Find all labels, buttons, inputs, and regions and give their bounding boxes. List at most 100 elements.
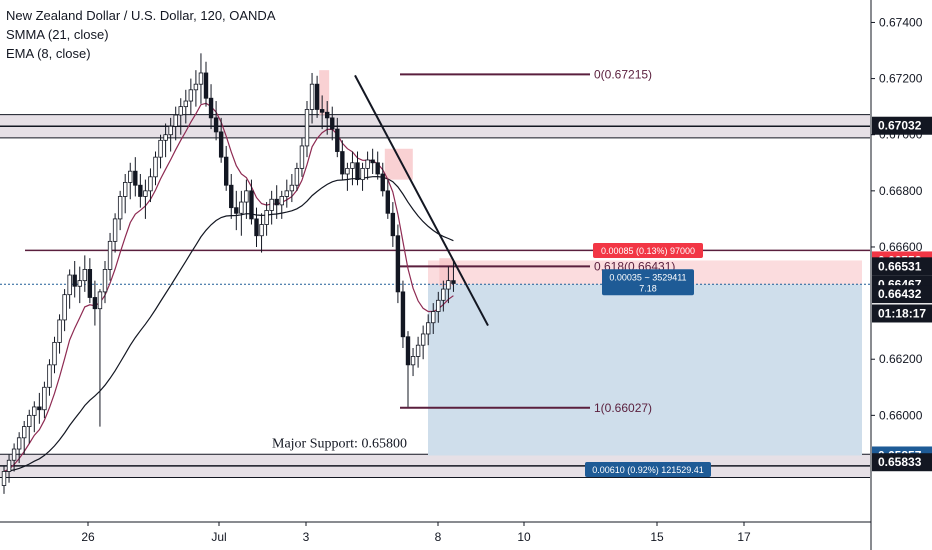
candle-body: [304, 109, 310, 147]
smma-legend: SMMA (21, close): [6, 27, 109, 42]
candle-body: [193, 83, 199, 91]
candle-body: [436, 299, 441, 312]
candle-body: [370, 159, 375, 164]
candle-body: [264, 210, 269, 225]
candle-body: [314, 83, 320, 110]
candle-body: [425, 322, 431, 335]
candle-body: [173, 114, 178, 127]
candles-group: [1, 53, 456, 494]
price-label-7: 0.65833: [878, 455, 922, 469]
candle-body: [32, 406, 37, 416]
candle-body: [153, 156, 158, 178]
take-profit-zone: [428, 284, 862, 456]
candle-body: [148, 176, 153, 192]
candle-body: [133, 170, 138, 186]
candle-body: [431, 311, 436, 324]
y-tick-label-1: 0.67200: [879, 72, 923, 86]
candle-body: [213, 117, 219, 133]
candle-body: [234, 207, 239, 214]
candle-body: [208, 97, 214, 119]
candle-body: [441, 288, 446, 301]
candle-body: [420, 333, 426, 346]
candle-body: [163, 134, 168, 141]
candle-body: [11, 448, 17, 461]
candle-body: [107, 240, 113, 270]
candle-body: [37, 406, 42, 411]
candle-body: [21, 426, 27, 439]
candle-body: [47, 364, 52, 388]
price-label-box-7: [872, 453, 932, 472]
candle-body: [72, 274, 77, 287]
down-trendline: [354, 74, 489, 327]
stop-label-box: [593, 242, 703, 258]
candle-body: [62, 294, 67, 321]
candle-body: [395, 235, 401, 293]
candle-body: [446, 280, 451, 290]
candle-body: [218, 131, 224, 158]
candle-body: [284, 190, 289, 197]
price-label-box-5: [872, 304, 932, 323]
x-tick-label-4: 10: [517, 530, 531, 544]
fib-label-2: 1(0.66027): [594, 401, 652, 415]
candle-body: [102, 269, 108, 293]
x-tick-label-1: Jul: [211, 530, 226, 544]
candle-body: [239, 201, 244, 214]
candle-body: [294, 167, 300, 186]
y-tick-label-4: 0.66600: [879, 240, 923, 254]
candle-body: [269, 198, 274, 211]
candle-body: [183, 100, 188, 108]
candle-body: [1, 471, 7, 486]
candle-body: [385, 190, 390, 214]
candle-body: [112, 218, 118, 242]
candle-body: [324, 111, 330, 119]
candle-body: [42, 386, 47, 411]
candle-body: [380, 173, 385, 192]
supply-box-1: [319, 70, 330, 116]
candle-body: [259, 224, 264, 237]
candle-body: [27, 414, 32, 427]
candle-body: [330, 117, 335, 130]
candle-body: [405, 336, 411, 366]
price-label-4: 0.66432: [878, 287, 922, 301]
price-label-box-2: [872, 257, 932, 276]
candle-body: [279, 196, 284, 206]
price-label-5: 01:18:17: [878, 306, 926, 320]
candle-body: [77, 280, 82, 287]
candle-body: [375, 162, 380, 175]
price-label-box-4: [872, 285, 932, 304]
y-tick-label-5: 0.66200: [879, 352, 923, 366]
candle-body: [6, 459, 12, 472]
x-tick-label-6: 17: [737, 530, 751, 544]
candle-body: [289, 184, 295, 192]
candle-body: [223, 156, 229, 186]
x-tick-label-2: 3: [303, 530, 310, 544]
candle-body: [400, 291, 406, 338]
current-label-box: [602, 269, 694, 296]
x-tick-label-0: 26: [81, 530, 95, 544]
candle-body: [198, 72, 204, 85]
candle-body: [143, 190, 148, 197]
y-tick-label-6: 0.66000: [879, 408, 923, 422]
candle-body: [178, 106, 183, 116]
y-tick-label-0: 0.67400: [879, 15, 923, 29]
symbol-title: New Zealand Dollar / U.S. Dollar, 120, O…: [6, 8, 276, 23]
candle-body: [249, 190, 254, 220]
candle-body: [299, 145, 305, 169]
candle-body: [57, 319, 62, 343]
candle-body: [128, 170, 133, 183]
price-label-box-0: [872, 116, 932, 135]
candle-body: [355, 162, 360, 181]
candle-body: [16, 437, 22, 450]
price-label-2: 0.66531: [878, 259, 922, 273]
candle-body: [97, 291, 103, 310]
candle-body: [274, 198, 279, 206]
major-support-annotation: Major Support: 0.65800: [272, 436, 407, 451]
chart-legend: New Zealand Dollar / U.S. Dollar, 120, O…: [6, 6, 276, 63]
candle-body: [67, 274, 72, 296]
stop-label-text-0: 0.00085 (0.13%) 97000: [601, 246, 695, 256]
candle-body: [87, 269, 93, 298]
candle-body: [365, 159, 370, 169]
candle-body: [229, 184, 234, 209]
candle-body: [117, 196, 123, 220]
